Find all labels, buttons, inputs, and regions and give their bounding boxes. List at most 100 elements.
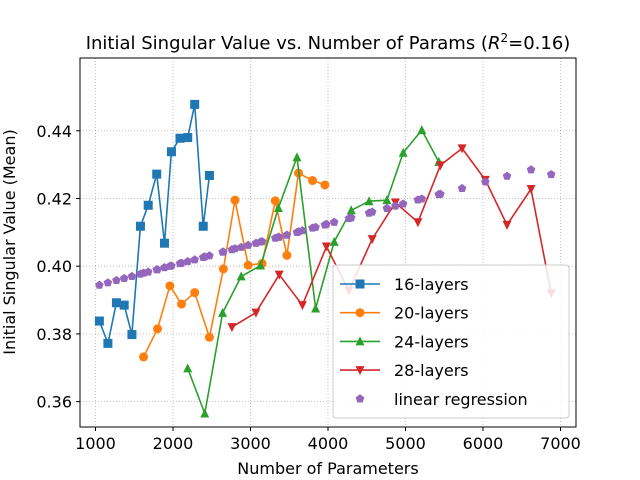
- series-16-layers: [94, 99, 214, 348]
- regression-point: [398, 199, 408, 208]
- data-point: [457, 144, 467, 154]
- data-point: [398, 147, 408, 157]
- data-point: [230, 195, 240, 205]
- x-axis-label: Number of Parameters: [237, 459, 418, 478]
- regression-point: [367, 207, 377, 216]
- data-point: [183, 133, 193, 143]
- data-point: [320, 180, 330, 190]
- ticks: 1000 2000 3000 4000 5000 6000 7000 0.36 0.38 0.40…: [36, 122, 580, 453]
- data-point: [321, 242, 331, 252]
- data-point: [103, 338, 113, 348]
- data-point: [94, 316, 104, 326]
- data-point: [367, 235, 377, 245]
- regression-point: [95, 280, 104, 289]
- regression-point: [382, 203, 392, 212]
- regression-point: [502, 171, 512, 180]
- chart-title: Initial Singular Value vs. Number of Par…: [86, 31, 571, 54]
- series-20-layers: [139, 168, 330, 362]
- regression-point: [329, 217, 339, 226]
- data-point: [200, 408, 210, 418]
- data-point: [417, 125, 427, 135]
- regression-point: [257, 236, 267, 246]
- data-point: [183, 363, 193, 373]
- data-point: [413, 218, 423, 228]
- data-point: [297, 301, 307, 311]
- regression-point: [457, 183, 467, 192]
- data-point: [127, 330, 137, 340]
- chart-title-prefix: Initial Singular Value vs. Number of Par…: [86, 33, 488, 54]
- regression-point: [219, 247, 228, 256]
- data-point: [111, 298, 121, 308]
- data-point: [308, 176, 317, 186]
- legend-marker: [355, 279, 365, 289]
- legend-marker: [355, 394, 365, 403]
- regression-point: [153, 265, 162, 274]
- data-point: [166, 147, 176, 157]
- legend-label: 24-layers: [394, 332, 469, 351]
- legend-entry: linear regression: [355, 390, 528, 409]
- data-point: [292, 152, 302, 162]
- regression-point: [322, 219, 331, 228]
- data-point: [282, 250, 292, 260]
- x-tick-label: 3000: [230, 434, 271, 453]
- data-point: [435, 161, 445, 171]
- y-tick-label: 0.42: [36, 189, 72, 208]
- y-tick-label: 0.36: [36, 393, 72, 412]
- data-point: [119, 300, 129, 310]
- y-tick-label: 0.40: [36, 257, 72, 276]
- legend-marker: [355, 308, 365, 318]
- data-point: [218, 264, 228, 274]
- data-point: [256, 260, 266, 270]
- chart-title-r2-base: R: [488, 33, 501, 54]
- data-point: [346, 205, 356, 215]
- legend-entry: 28-layers: [340, 361, 469, 380]
- regression-point: [143, 267, 153, 276]
- data-point: [190, 288, 200, 298]
- chart-title-r2-exp: 2: [500, 31, 508, 45]
- regression-point: [282, 230, 292, 239]
- data-point: [227, 323, 237, 333]
- regression-point: [417, 194, 427, 203]
- data-point: [502, 220, 512, 230]
- y-tick-label: 0.44: [36, 122, 72, 141]
- x-tick-label: 4000: [308, 434, 349, 453]
- x-tick-label: 6000: [463, 434, 504, 453]
- data-point: [135, 221, 145, 231]
- data-point: [143, 200, 153, 210]
- data-point: [273, 202, 283, 212]
- regression-point: [311, 222, 320, 231]
- chart-title-suffix: =0.16): [508, 33, 570, 54]
- y-tick-label: 0.38: [36, 325, 72, 344]
- data-point: [139, 352, 149, 362]
- data-point: [526, 185, 536, 195]
- legend-label: 20-layers: [394, 304, 469, 323]
- regression-point: [183, 256, 192, 266]
- legend-entry: 16-layers: [340, 275, 469, 294]
- data-point: [159, 238, 169, 248]
- x-tick-label: 1000: [75, 434, 116, 453]
- regression-point: [119, 273, 129, 283]
- regression-point: [112, 275, 121, 285]
- series-24-layers: [183, 125, 444, 418]
- series-layer: [94, 99, 556, 418]
- regression-point: [526, 165, 536, 174]
- data-point: [204, 332, 214, 342]
- legend-marker: [355, 366, 365, 376]
- data-point: [274, 270, 284, 280]
- data-point: [243, 260, 253, 270]
- regression-point: [236, 242, 246, 251]
- data-point: [204, 170, 214, 180]
- legend-marker: [355, 336, 365, 346]
- regression-point: [103, 278, 113, 287]
- regression-point: [205, 251, 214, 260]
- data-point: [177, 299, 187, 309]
- legend-label: 28-layers: [394, 361, 469, 380]
- data-point: [364, 196, 374, 206]
- y-axis-label: Initial Singular Value (Mean): [0, 129, 19, 354]
- data-point: [153, 324, 162, 334]
- regression-point: [167, 261, 176, 270]
- data-point: [311, 303, 321, 313]
- legend-entry: 20-layers: [340, 304, 469, 323]
- data-point: [329, 236, 339, 246]
